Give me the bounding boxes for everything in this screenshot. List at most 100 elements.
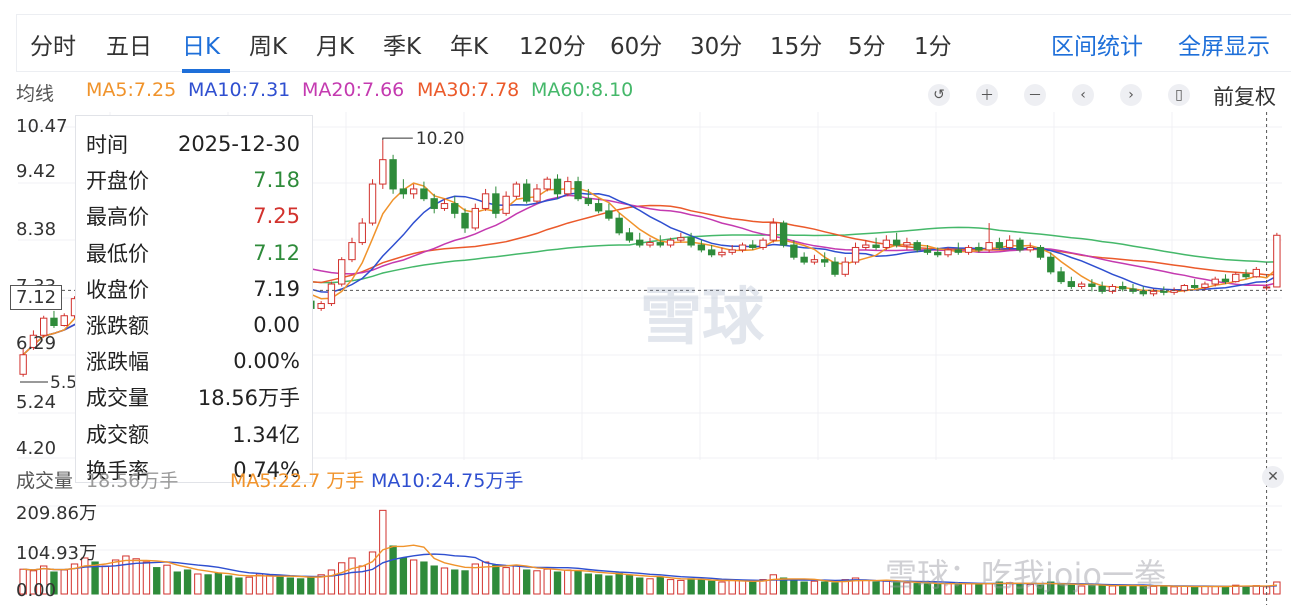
candle-body xyxy=(399,188,408,195)
tab-five-day[interactable]: 五日 xyxy=(106,34,152,60)
candle-body xyxy=(358,222,366,244)
candle-body xyxy=(1221,278,1230,283)
volume-bar xyxy=(1088,584,1096,595)
volume-bar xyxy=(286,577,295,595)
prev-icon[interactable]: ‹ xyxy=(1072,84,1094,106)
candle-body xyxy=(379,159,387,185)
candle-body xyxy=(564,181,572,195)
volume-bar xyxy=(307,576,315,595)
volume-bar xyxy=(368,551,377,595)
volume-bar xyxy=(862,579,870,595)
tab-120min[interactable]: 120分 xyxy=(519,34,586,60)
volume-bar xyxy=(1201,585,1209,595)
volume-bar xyxy=(420,561,428,595)
watermark-text: 雪球 xyxy=(640,280,765,353)
volume-bar xyxy=(615,572,623,595)
next-icon[interactable]: › xyxy=(1120,84,1142,106)
chart-overlay: 10.20 xyxy=(20,112,1282,605)
candle-body xyxy=(697,244,706,251)
candle-body xyxy=(1232,273,1240,283)
tab-5min[interactable]: 5分 xyxy=(848,34,886,60)
candle-body xyxy=(841,261,849,275)
candle-body xyxy=(40,317,48,336)
candle-body xyxy=(707,249,716,256)
candle-body xyxy=(1252,268,1260,278)
candle-body xyxy=(677,237,685,241)
tab-yearly-k[interactable]: 年K xyxy=(450,34,489,60)
ma30-value: MA30:7.78 xyxy=(417,79,520,101)
volume-bar xyxy=(60,569,68,595)
ma5-value: MA5:7.25 xyxy=(86,79,177,101)
volume-bar xyxy=(790,579,798,595)
tab-monthly-k[interactable]: 月K xyxy=(316,34,355,60)
adjust-mode-select[interactable]: 前复权 xyxy=(1213,85,1276,109)
volume-bar xyxy=(101,565,110,595)
candle-body xyxy=(615,217,623,234)
volume-axis-label: 0.00 xyxy=(16,580,57,601)
tab-daily-k[interactable]: 日K xyxy=(182,34,221,60)
volume-bar xyxy=(666,579,675,595)
price-axis-label: 4.20 xyxy=(16,438,57,459)
candle-body xyxy=(923,249,932,253)
candle-body xyxy=(594,203,603,212)
candle-body xyxy=(430,198,438,209)
candle-body xyxy=(862,244,870,248)
price-axis-label: 8.38 xyxy=(16,219,57,240)
price-axis-label: 9.42 xyxy=(16,161,57,182)
candle-body xyxy=(1098,285,1106,292)
candle-body xyxy=(810,259,819,263)
tooltip-row-open: 开盘价 7.18 xyxy=(86,168,300,194)
volume-bar xyxy=(594,574,603,595)
candle-body xyxy=(656,242,664,246)
tab-30min[interactable]: 30分 xyxy=(690,34,743,60)
tab-15min[interactable]: 15分 xyxy=(770,34,823,60)
tab-weekly-k[interactable]: 周K xyxy=(249,34,288,60)
volume-ma10: MA10:24.75万手 xyxy=(371,470,524,492)
volume-label: 成交量 xyxy=(16,470,74,492)
close-volume-panel-icon[interactable]: ✕ xyxy=(1262,466,1284,488)
volume-bars xyxy=(19,509,1281,595)
xueqiu-watermark: 雪球 xyxy=(640,266,764,356)
volume-bar xyxy=(851,577,860,595)
candle-body xyxy=(882,239,891,248)
volume-bar xyxy=(903,582,911,595)
volume-bar xyxy=(358,565,366,595)
candle-body xyxy=(1016,239,1024,251)
volume-current: 18.56万手 xyxy=(86,470,179,492)
volume-bar xyxy=(430,565,438,595)
tab-timeshare[interactable]: 分时 xyxy=(30,34,76,60)
volume-bar xyxy=(317,574,325,595)
tab-1min[interactable]: 1分 xyxy=(914,34,952,60)
candle-body xyxy=(481,193,490,209)
tab-60min[interactable]: 60分 xyxy=(610,34,663,60)
volume-bar xyxy=(1211,585,1219,595)
volume-bar xyxy=(923,583,932,595)
candle-body xyxy=(533,188,541,202)
volume-bar xyxy=(892,581,901,595)
candle-body xyxy=(954,249,962,253)
tooltip-row-time: 时间 2025-12-30 xyxy=(86,132,300,158)
volume-bar xyxy=(677,579,685,595)
candle-body xyxy=(1047,256,1055,273)
tab-quarterly-k[interactable]: 季K xyxy=(383,34,422,60)
volume-bar xyxy=(564,569,572,595)
candle-body xyxy=(1067,281,1076,287)
volume-bar xyxy=(173,571,181,595)
volume-bar xyxy=(522,569,531,595)
candlesticks xyxy=(19,140,1281,377)
fullscreen-link[interactable]: 全屏显示 xyxy=(1178,34,1270,60)
zoom-out-icon[interactable]: － xyxy=(1024,84,1046,106)
candle-icon[interactable]: ▯ xyxy=(1168,84,1190,106)
candle-body xyxy=(368,183,377,224)
candle-body xyxy=(1057,271,1065,283)
undo-icon[interactable]: ↺ xyxy=(928,84,950,106)
candle-body xyxy=(553,178,562,195)
candle-body xyxy=(574,181,582,200)
zoom-in-icon[interactable]: ＋ xyxy=(976,84,998,106)
candle-body xyxy=(831,261,839,275)
tooltip-row-turnover: 换手率 0.74% xyxy=(86,457,300,483)
volume-bar xyxy=(656,576,664,595)
volume-bar xyxy=(122,555,130,595)
candle-body xyxy=(851,246,860,263)
interval-stats-link[interactable]: 区间统计 xyxy=(1051,34,1143,60)
